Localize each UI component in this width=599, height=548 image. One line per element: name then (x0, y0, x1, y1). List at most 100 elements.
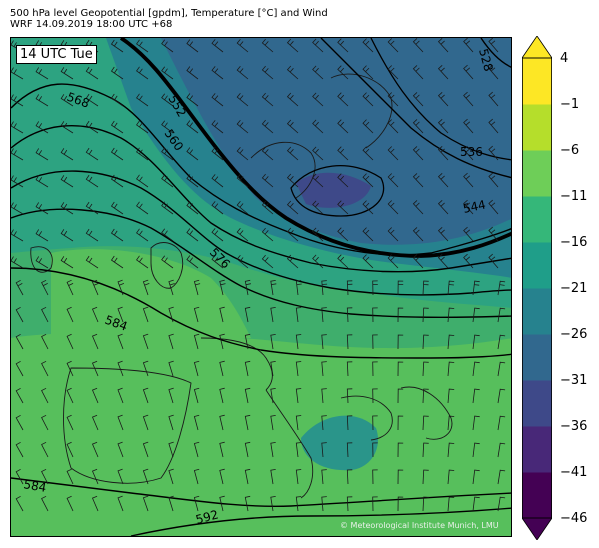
colorbar-tick-label: −1 (560, 97, 580, 112)
wind-barb (117, 441, 124, 458)
wind-barb (321, 280, 328, 296)
weather-map: 568 552 560 536 544 576 584 584 592 528 (10, 37, 512, 537)
wind-barb (244, 441, 251, 458)
wind-barb (211, 174, 224, 188)
wind-barb (85, 201, 99, 215)
wind-barb (312, 254, 324, 269)
colorbar-max-extend (522, 36, 552, 59)
wind-barb (91, 387, 99, 404)
wind-barb (110, 93, 124, 107)
wind-barb (41, 306, 49, 323)
colorbar-segment (522, 472, 552, 519)
wind-barb (211, 201, 224, 215)
wind-barb (110, 201, 124, 215)
wind-barb (117, 495, 124, 512)
wind-barb (142, 306, 149, 323)
wind-barb (91, 306, 99, 323)
wind-barb (488, 226, 499, 242)
wind-barb (261, 173, 274, 188)
wind-barb (168, 414, 174, 431)
wind-barb (412, 173, 424, 188)
wind-barb (66, 306, 74, 323)
wind-barb (346, 307, 353, 323)
wind-barb (286, 146, 299, 161)
wind-barb (211, 255, 224, 269)
wind-barb (387, 65, 399, 80)
wind-barb (66, 279, 74, 296)
wind-barb (497, 469, 506, 485)
wind-barb (412, 65, 424, 80)
wind-barb (295, 415, 302, 431)
wind-barb (85, 147, 99, 161)
copyright-notice: © Meteorological Institute Munich, LMU (340, 521, 499, 530)
wind-barb (312, 146, 324, 161)
wind-barb (387, 38, 399, 53)
colorbar-segment (522, 104, 552, 151)
wind-barb (91, 468, 99, 485)
wind-barb (15, 468, 24, 485)
wind-barb (186, 39, 199, 53)
wind-barb (186, 120, 199, 134)
wind-barb (193, 468, 200, 485)
wind-barb (236, 200, 249, 215)
wind-barb (321, 415, 327, 431)
wind-barb (136, 93, 149, 107)
wind-barb (437, 65, 449, 80)
wind-barb (362, 227, 374, 242)
wind-barb (186, 147, 199, 161)
wind-barb (60, 67, 74, 80)
wind-barb (244, 468, 251, 485)
wind-barb (397, 388, 404, 404)
wind-barb (286, 200, 299, 215)
colorbar-tick-label: −26 (560, 327, 588, 342)
wind-barb (362, 146, 374, 161)
wind-barb (286, 92, 299, 107)
wind-barb (488, 145, 499, 161)
wind-barb (219, 414, 225, 431)
wind-barb (463, 253, 474, 269)
colorbar-segment (522, 334, 552, 381)
wind-barb (270, 442, 276, 458)
wind-barb (295, 469, 302, 485)
wind-barb (372, 496, 378, 512)
wind-barb (60, 148, 74, 161)
wind-barb (488, 118, 499, 134)
wind-barb (110, 66, 124, 80)
wind-barb (270, 415, 276, 431)
wind-barb (85, 120, 99, 134)
wind-barb (437, 38, 449, 53)
wind-barb (387, 254, 399, 269)
wind-barb (85, 228, 99, 242)
wind-barb (337, 173, 349, 188)
wind-barb (136, 39, 149, 53)
wind-barb (186, 228, 199, 242)
wind-barb (142, 414, 149, 431)
wind-barb (261, 146, 274, 161)
wind-barb (117, 468, 124, 485)
wind-barb (497, 415, 506, 431)
wind-barb (447, 496, 455, 512)
wind-barb (60, 175, 74, 188)
wind-barb (412, 227, 424, 242)
contour-inner-low (290, 165, 385, 217)
wind-barb (422, 388, 429, 404)
wind-barb (35, 148, 49, 161)
wind-barb (15, 387, 24, 404)
wind-barb (447, 388, 455, 404)
wind-barb (422, 442, 429, 458)
wind-barb (497, 307, 506, 323)
wind-barb (60, 202, 74, 215)
wind-barb (136, 147, 149, 161)
wind-barb (66, 387, 74, 404)
wind-barb (412, 92, 424, 107)
wind-barb (161, 120, 174, 134)
wind-barb (372, 307, 378, 323)
colorbar-tick-label: −31 (560, 373, 588, 388)
contour-label: 544 (462, 197, 487, 215)
wind-barb (168, 279, 175, 296)
colorbar-outline (522, 57, 552, 519)
wind-barb (193, 387, 200, 404)
wind-barb (219, 306, 225, 323)
wind-barb (211, 228, 224, 242)
wind-barb (437, 200, 449, 215)
